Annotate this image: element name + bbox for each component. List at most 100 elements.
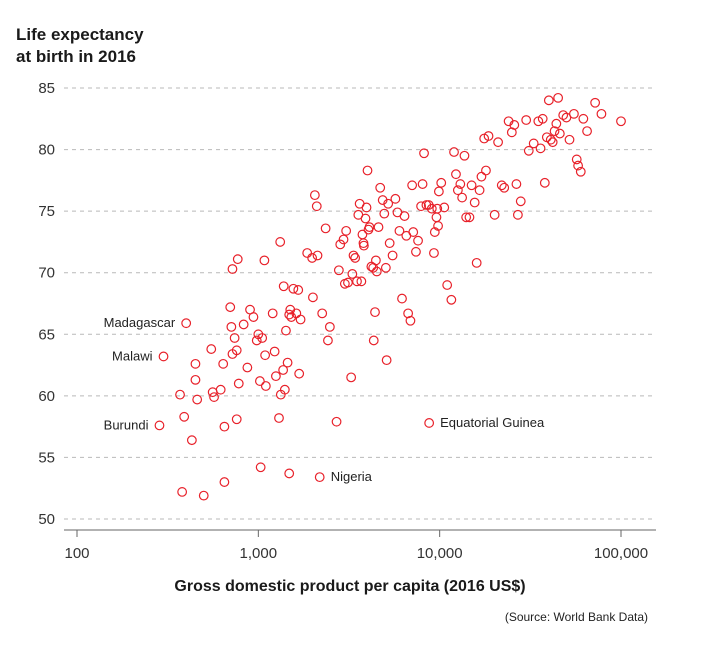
data-point [238,319,249,330]
data-point [575,166,586,177]
data-point [543,95,554,106]
data-point [260,350,271,361]
data-point [455,179,466,189]
data-point [499,182,510,193]
data-point [446,294,457,305]
data-point [360,213,371,224]
chart-title-line-1: Life expectancy [16,25,144,44]
data-point [361,202,372,213]
data-point [431,212,442,223]
data-point [257,333,268,343]
data-point [432,203,443,214]
y-tick-label: 80 [38,142,55,159]
annotation-label: Malawi [112,348,153,363]
data-point [209,392,219,402]
data-point [279,384,290,395]
data-point [390,193,401,204]
data-point [553,92,564,103]
data-point [616,116,626,127]
data-point [474,185,485,196]
data-point [232,254,243,265]
data-point [323,335,333,346]
data-point [218,358,229,369]
data-point [449,147,459,157]
data-point [368,335,379,346]
data-point [335,239,346,250]
data-point [582,126,592,137]
x-tick-labels: 100 1,000 10,000 100,000 [64,530,648,562]
data-point [338,234,349,245]
data-point [284,468,295,479]
data-point [331,416,342,427]
x-axis-title: Gross domestic product per capita (2016 … [174,578,525,595]
data-point [186,435,197,446]
data-point [569,108,579,119]
data-point [407,180,418,191]
data-point [381,355,392,366]
data-point [190,358,201,369]
data-point [314,472,325,483]
data-point [373,222,384,233]
data-point [394,225,405,236]
data-point [564,134,575,145]
annotation-label: Nigeria [331,469,373,484]
data-point [554,128,565,139]
data-point [545,134,556,145]
data-point [469,197,480,208]
data-point [558,110,569,120]
data-point [229,333,240,343]
data-point [459,150,470,161]
y-tick-label: 60 [38,388,55,405]
source-note: (Source: World Bank Data) [505,610,648,624]
data-point [206,344,217,354]
data-point [417,179,428,189]
data-point [348,250,359,261]
data-point [307,253,318,263]
data-point [294,368,305,379]
y-tick-label: 70 [38,265,55,282]
data-point [590,97,601,108]
data-point [311,201,322,212]
data-point [408,227,419,237]
data-point [177,487,188,497]
data-point [352,276,362,287]
data-point [481,165,491,176]
data-point [387,250,398,261]
data-point [371,266,382,277]
data-point [483,131,494,141]
data-point [489,209,500,220]
data-point [255,462,266,473]
data-point [419,148,429,159]
data-point [346,372,357,383]
data-point [231,345,242,356]
annotations: Madagascar Malawi Burundi Equatorial Guinea… [104,315,545,484]
data-point [284,309,295,320]
data-point [317,308,328,319]
data-point [426,203,437,214]
data-point [439,202,450,213]
data-point [275,237,286,247]
y-tick-label: 50 [38,511,55,528]
data-point [192,394,203,405]
data-point [429,248,439,258]
annotation-label: Madagascar [104,315,176,330]
data-point [535,143,546,154]
data-point [537,113,548,124]
data-point [320,223,331,234]
data-point [416,201,427,212]
data-point [347,269,358,279]
data-point [233,378,244,389]
data-point [227,264,238,274]
data-point [254,376,265,386]
x-tick-label: 1,000 [240,545,278,562]
data-point [259,255,270,266]
data-point [573,160,584,171]
data-point [511,179,522,189]
data-point [248,312,259,322]
data-point [312,250,323,261]
data-point [278,281,289,292]
data-point [471,257,482,268]
data-point [380,262,391,273]
data-point [341,225,352,236]
